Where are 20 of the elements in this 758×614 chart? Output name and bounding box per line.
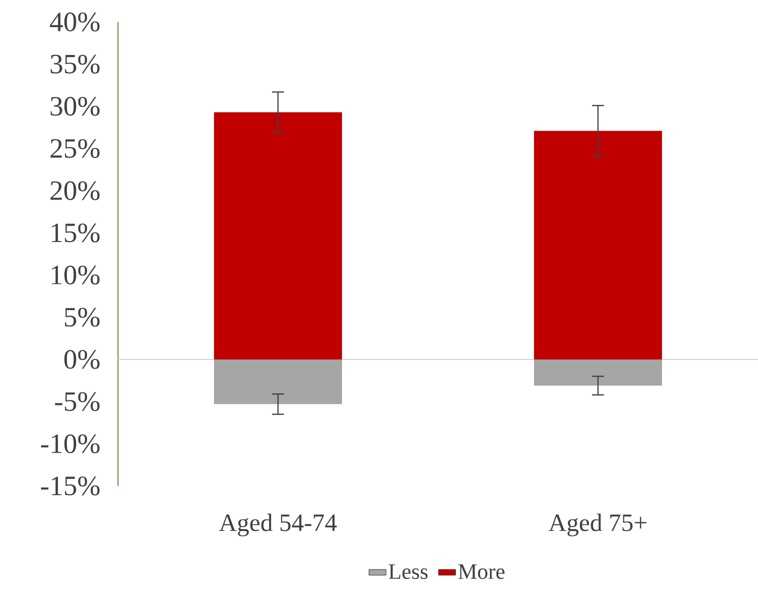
- bar: [214, 112, 342, 360]
- x-tick-label: Aged 75+: [548, 514, 646, 536]
- y-tick-label: 5%: [64, 308, 100, 327]
- y-tick-label: -10%: [41, 434, 100, 454]
- legend-label: Less: [388, 564, 428, 579]
- y-tick-label: 30%: [50, 96, 100, 116]
- y-tick-label: -15%: [41, 476, 100, 496]
- x-tick-label: Aged 54-74: [219, 514, 337, 536]
- y-tick-label: 40%: [50, 12, 100, 32]
- legend-label: More: [458, 564, 504, 579]
- y-tick-label: 15%: [52, 223, 100, 242]
- y-tick-label: 35%: [50, 54, 100, 74]
- bar: [534, 359, 662, 386]
- y-tick-label: 0%: [64, 350, 100, 369]
- y-tick-label: -5%: [55, 392, 100, 412]
- y-tick-label: 20%: [50, 181, 100, 200]
- bar: [214, 359, 342, 404]
- y-tick-label: 25%: [50, 139, 100, 158]
- y-tick-label: 10%: [52, 266, 100, 285]
- bar: [534, 130, 662, 360]
